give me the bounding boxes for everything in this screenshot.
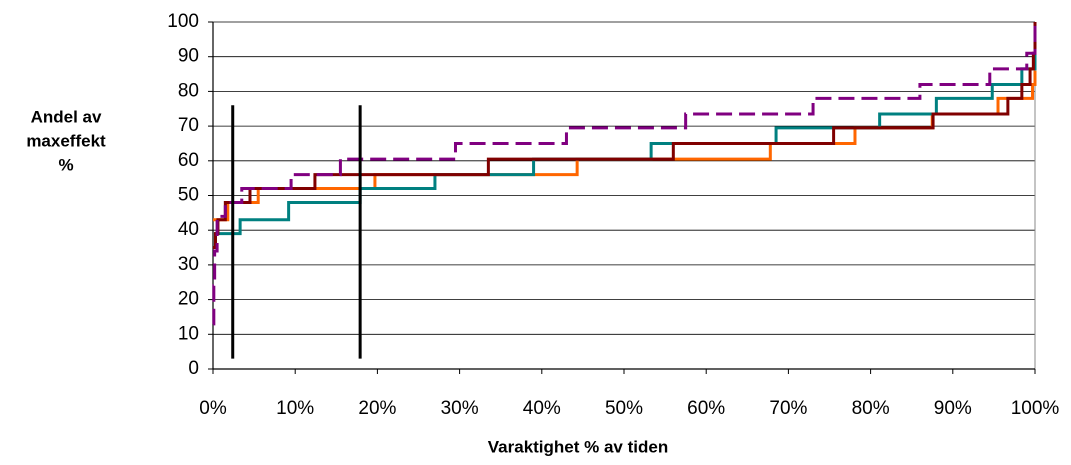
x-tick-label: 100% xyxy=(1011,398,1060,419)
y-tick-label: 50 xyxy=(178,185,199,206)
series-line xyxy=(213,70,1037,222)
x-tick-label: 30% xyxy=(441,398,479,419)
y-tick-label: 30 xyxy=(178,254,199,275)
y-axis-label: Andel av xyxy=(31,107,102,126)
y-tick-label: 80 xyxy=(178,80,199,101)
y-tick-label: 10 xyxy=(178,323,199,344)
x-axis-label: Varaktighet % av tiden xyxy=(488,437,668,456)
series-line xyxy=(213,22,1037,250)
y-axis-label: % xyxy=(58,155,73,174)
y-tick-label: 70 xyxy=(178,115,199,136)
x-tick-label: 60% xyxy=(687,398,725,419)
x-tick-label: 50% xyxy=(605,398,643,419)
y-tick-label: 90 xyxy=(178,46,199,67)
series-line xyxy=(213,53,1037,250)
x-tick-label: 0% xyxy=(199,398,227,419)
y-tick-label: 0 xyxy=(188,358,199,379)
x-tick-label: 20% xyxy=(358,398,396,419)
y-tick-label: 100 xyxy=(167,11,199,32)
y-tick-label: 60 xyxy=(178,150,199,171)
y-axis-label: maxeffekt xyxy=(26,131,106,150)
x-tick-label: 10% xyxy=(276,398,314,419)
x-tick-label: 40% xyxy=(523,398,561,419)
x-tick-label: 90% xyxy=(934,398,972,419)
y-tick-label: 20 xyxy=(178,289,199,310)
y-tick-label: 40 xyxy=(178,219,199,240)
x-tick-label: 70% xyxy=(769,398,807,419)
series-line xyxy=(212,22,1037,326)
x-tick-label: 80% xyxy=(852,398,890,419)
